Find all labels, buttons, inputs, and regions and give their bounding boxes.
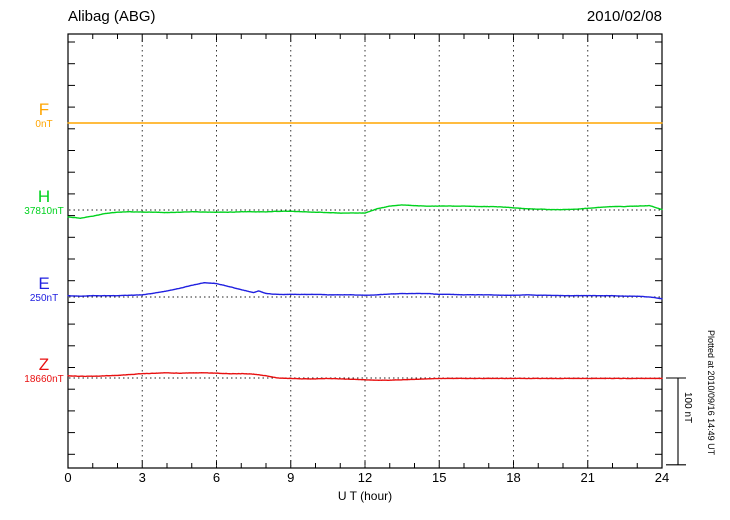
component-baseline-e: 250nT	[29, 293, 59, 304]
x-tick-label: 21	[580, 470, 595, 485]
component-label-z: Z 18660nT	[24, 356, 63, 385]
component-letter-h: H	[37, 187, 51, 206]
observation-date: 2010/02/08	[586, 8, 662, 25]
component-letter-f: F	[38, 100, 50, 119]
x-axis-label: U T (hour)	[337, 489, 393, 503]
x-tick-label: 0	[64, 470, 72, 485]
trace-h	[67, 204, 663, 220]
component-label-f: F 0nT	[35, 101, 52, 130]
page-title: Alibag (ABG)	[68, 8, 156, 25]
plotted-at-stamp: Plotted at 2010/09/16 14:49 UT	[706, 330, 716, 456]
x-tick-label: 6	[212, 470, 221, 485]
component-label-h: H 37810nT	[24, 188, 63, 217]
trace-e	[67, 281, 663, 300]
scale-bar-label: 100 nT	[682, 392, 693, 424]
trace-z	[67, 372, 663, 382]
x-tick-label: 3	[138, 470, 146, 485]
component-baseline-f: 0nT	[35, 119, 53, 130]
component-letter-e: E	[38, 274, 50, 293]
component-baseline-h: 37810nT	[24, 206, 64, 217]
component-baseline-z: 18660nT	[24, 374, 64, 385]
x-tick-label: 18	[506, 470, 521, 485]
x-tick-label: 12	[357, 470, 373, 485]
x-tick-label: 15	[432, 470, 447, 485]
component-label-e: E 250nT	[30, 275, 58, 304]
component-letter-z: Z	[38, 355, 50, 374]
x-tick-label: 24	[654, 470, 670, 485]
x-tick-label: 9	[287, 470, 295, 485]
